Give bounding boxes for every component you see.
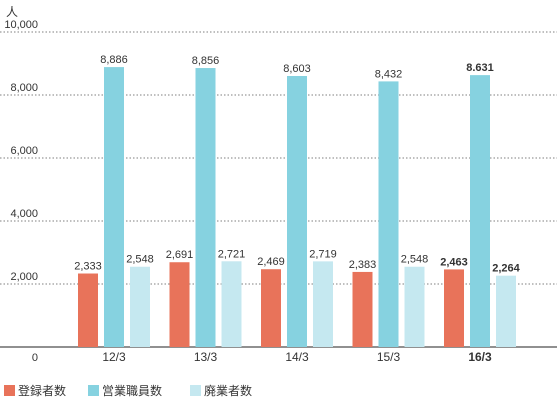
bar xyxy=(352,271,373,347)
bar xyxy=(104,67,124,347)
data-label: 2,548 xyxy=(401,254,429,266)
bar xyxy=(378,81,399,347)
y-tick-label: 4,000 xyxy=(10,208,38,220)
bar xyxy=(195,68,216,347)
data-label: 2,383 xyxy=(349,259,377,271)
data-label: 2,463 xyxy=(440,256,468,268)
legend-label: 登録者数 xyxy=(18,383,66,398)
bar xyxy=(261,269,281,347)
bar xyxy=(130,266,150,347)
y-tick-label: 0 xyxy=(32,352,38,364)
bar xyxy=(169,262,190,347)
bar xyxy=(496,275,516,347)
legend-label: 廃業者数 xyxy=(204,383,252,398)
y-axis-ticks: 10,000 8,000 6,000 4,000 2,000 0 xyxy=(4,19,38,364)
y-tick-label: 6,000 xyxy=(10,145,38,157)
data-label: 8,603 xyxy=(283,63,311,75)
y-tick-label: 2,000 xyxy=(10,271,38,283)
x-tick-label: 13/3 xyxy=(194,350,218,364)
bar xyxy=(221,261,242,347)
legend-label: 営業職員数 xyxy=(102,383,162,398)
data-label: 2,719 xyxy=(309,248,337,260)
x-tick-label: 16/3 xyxy=(468,350,492,364)
bar xyxy=(470,75,490,347)
y-tick-label: 8,000 xyxy=(10,82,38,94)
data-label: 2,548 xyxy=(126,254,154,266)
x-axis-ticks: 12/3 13/3 14/3 15/3 16/3 xyxy=(102,350,492,364)
data-label: 2,264 xyxy=(492,263,520,275)
data-label: 8,886 xyxy=(100,54,128,66)
data-label: 2,691 xyxy=(166,249,194,261)
bar xyxy=(404,266,425,347)
y-axis-unit-label: 人 xyxy=(6,5,18,19)
legend-swatch xyxy=(190,385,201,396)
x-tick-label: 14/3 xyxy=(285,350,309,364)
data-label: 2,721 xyxy=(218,248,246,260)
data-label: 8.631 xyxy=(466,62,494,74)
data-label: 8,432 xyxy=(375,68,403,80)
data-label: 8,856 xyxy=(192,55,220,67)
x-tick-label: 12/3 xyxy=(102,350,126,364)
bar xyxy=(313,261,333,347)
data-label: 2,469 xyxy=(257,256,285,268)
x-tick-label: 15/3 xyxy=(377,350,401,364)
legend: 登録者数 営業職員数 廃業者数 xyxy=(4,383,252,398)
bar xyxy=(287,76,307,348)
data-label: 2,333 xyxy=(74,261,102,273)
legend-swatch xyxy=(88,385,99,396)
y-tick-label: 10,000 xyxy=(4,19,38,31)
bar xyxy=(78,273,98,347)
bars: 2,333 8,886 2,548 2,691 8,856 2,721 2,469 8,603… xyxy=(74,54,521,348)
bar xyxy=(444,269,464,347)
legend-swatch xyxy=(4,385,15,396)
